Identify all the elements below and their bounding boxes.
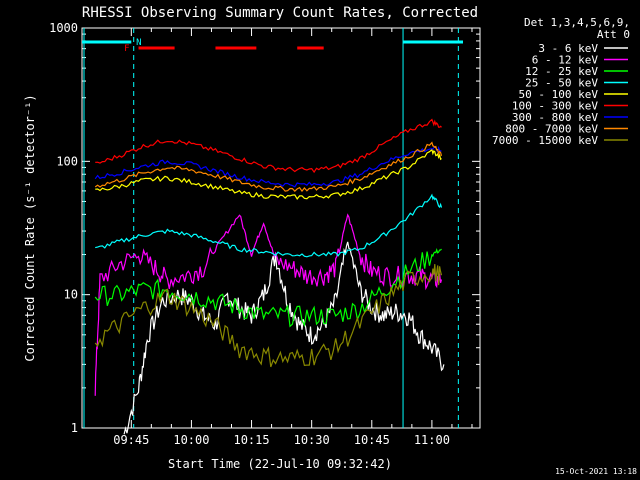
timestamp: 15-Oct-2021 13:18 bbox=[555, 467, 637, 476]
x-tick-label: 10:15 bbox=[233, 433, 269, 447]
series-line bbox=[95, 118, 442, 174]
legend-label: 100 - 300 keV bbox=[512, 100, 598, 113]
legend-label: 300 - 800 keV bbox=[512, 111, 598, 124]
x-tick-label: 10:45 bbox=[354, 433, 390, 447]
series-line bbox=[94, 145, 442, 188]
plot-frame bbox=[81, 27, 481, 429]
legend-label: 12 - 25 keV bbox=[525, 65, 598, 78]
series-line bbox=[123, 241, 445, 435]
x-tick-label: 10:30 bbox=[294, 433, 330, 447]
series-line bbox=[95, 193, 443, 258]
series-layer bbox=[94, 118, 445, 435]
y-tick-label: 1000 bbox=[49, 21, 78, 35]
flags-layer: NF bbox=[82, 28, 463, 428]
legend-header-line1: Det 1,3,4,5,6,9, bbox=[524, 16, 630, 29]
legend-label: 7000 - 15000 keV bbox=[492, 134, 598, 147]
y-axis-label: Corrected Count Rate (s⁻¹ detector⁻¹) bbox=[23, 94, 37, 361]
flare-label: F bbox=[124, 44, 129, 54]
series-line bbox=[95, 148, 442, 200]
legend-label: 6 - 12 keV bbox=[532, 54, 599, 67]
y-tick-label: 100 bbox=[56, 154, 78, 168]
legend-label: 3 - 6 keV bbox=[538, 42, 598, 55]
y-tick-label: 10 bbox=[64, 288, 78, 302]
x-tick-label: 09:45 bbox=[113, 433, 149, 447]
series-line bbox=[94, 141, 443, 193]
chart-title: RHESSI Observing Summary Count Rates, Co… bbox=[82, 5, 478, 21]
x-tick-label: 10:00 bbox=[173, 433, 209, 447]
legend-label: 50 - 100 keV bbox=[519, 88, 599, 101]
y-tick-label: 1 bbox=[71, 421, 78, 435]
legend-header-line2: Att 0 bbox=[597, 28, 630, 41]
axes-layer: 09:45 10:00 10:15 10:30 10:45 11:00 1 10 100 1000 bbox=[49, 21, 480, 447]
night-label: N bbox=[136, 38, 141, 48]
series-line bbox=[94, 213, 443, 396]
series-line bbox=[94, 264, 443, 368]
x-axis-label: Start Time (22-Jul-10 09:32:42) bbox=[168, 457, 392, 471]
legend-label: 800 - 7000 keV bbox=[505, 123, 598, 136]
legend-label: 25 - 50 keV bbox=[525, 77, 598, 90]
x-tick-label: 11:00 bbox=[414, 433, 450, 447]
